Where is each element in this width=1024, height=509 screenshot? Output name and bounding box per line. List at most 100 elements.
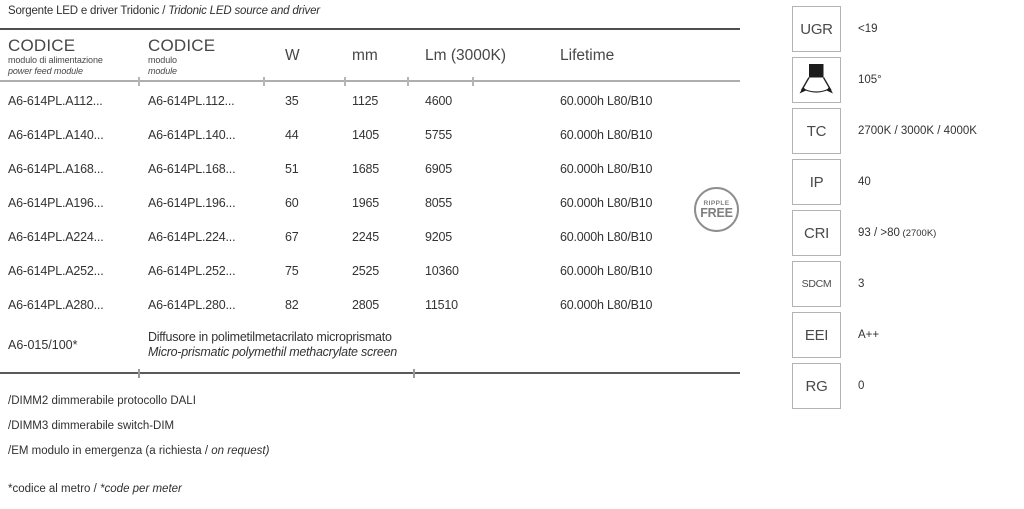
ripple-free-label: FREE xyxy=(700,206,733,220)
rg-label: RG xyxy=(805,377,828,395)
cell-code-driver: A6-614PL.A224... xyxy=(8,230,104,244)
eei-value: A++ xyxy=(858,329,880,341)
sdcm-value: 3 xyxy=(858,278,865,290)
cell-code-driver: A6-614PL.A280... xyxy=(8,298,104,312)
spec-badges-column: UGR <19 105° TC 2700K / 3000K / 4000K IP… xyxy=(792,6,977,409)
spec-row-ugr: UGR <19 xyxy=(792,6,977,52)
cell-code-driver: A6-614PL.A168... xyxy=(8,162,104,176)
tc-label: TC xyxy=(806,122,827,140)
column-tick xyxy=(413,368,415,378)
note-em-translation: on request) xyxy=(211,445,270,457)
cell-lumen: 4600 xyxy=(425,94,453,108)
table-row: A6-614PL.A140... A6-614PL.140... 44 1405… xyxy=(8,118,740,152)
cell-mm: 1965 xyxy=(352,196,380,210)
spec-row-ip: IP 40 xyxy=(792,159,977,205)
cell-lifetime: 60.000h L80/B10 xyxy=(560,94,653,108)
footnote: *codice al metro / *code per meter xyxy=(8,483,182,495)
cell-code-module: A6-614PL.196... xyxy=(148,196,236,210)
footnote-translation: *code per meter xyxy=(100,483,182,495)
page-title-main: Sorgente LED e driver Tridonic / xyxy=(8,5,169,17)
cri-value-main: 93 / >80 xyxy=(858,227,900,239)
column-tick xyxy=(263,76,265,86)
ripple-free-badge-icon: RIPPLE FREE xyxy=(694,187,739,232)
ip-badge: IP xyxy=(792,159,841,205)
cell-code-module: A6-614PL.224... xyxy=(148,230,236,244)
cell-lumen: 5755 xyxy=(425,128,453,142)
tc-value: 2700K / 3000K / 4000K xyxy=(858,125,977,137)
spec-row-sdcm: SDCM 3 xyxy=(792,261,977,307)
cell-code-driver: A6-614PL.A252... xyxy=(8,264,104,278)
cell-mm: 2525 xyxy=(352,264,380,278)
cell-watt: 67 xyxy=(285,230,299,244)
column-header-mm: mm xyxy=(352,47,378,64)
sdcm-badge: SDCM xyxy=(792,261,841,307)
ugr-value: <19 xyxy=(858,23,878,35)
rg-badge: RG xyxy=(792,363,841,409)
table-row: A6-614PL.A112... A6-614PL.112... 35 1125… xyxy=(8,84,740,118)
cell-lumen: 10360 xyxy=(425,264,459,278)
cell-watt: 35 xyxy=(285,94,299,108)
ugr-badge: UGR xyxy=(792,6,841,52)
cell-lumen: 8055 xyxy=(425,196,453,210)
column-tick xyxy=(138,76,140,86)
cell-lumen: 11510 xyxy=(425,298,458,312)
eei-badge: EEI xyxy=(792,312,841,358)
ip-label: IP xyxy=(809,173,824,191)
cell-mm: 1405 xyxy=(352,128,380,142)
page-title-translation: Tridonic LED source and driver xyxy=(168,5,320,17)
cell-diffuser-description: Diffusore in polimetilmetacrilato microp… xyxy=(148,330,740,360)
spec-row-tc: TC 2700K / 3000K / 4000K xyxy=(792,108,977,154)
table-row: A6-614PL.A280... A6-614PL.280... 82 2805… xyxy=(8,288,740,322)
cell-code-driver: A6-614PL.A140... xyxy=(8,128,104,142)
table-bottom-divider xyxy=(0,368,740,378)
column-header-code-driver: CODICE modulo di alimentazione power fee… xyxy=(8,36,103,76)
rg-value: 0 xyxy=(858,380,865,392)
spec-row-cri: CRI 93 / >80 (2700K) xyxy=(792,210,977,256)
cell-lifetime: 60.000h L80/B10 xyxy=(560,264,653,278)
cell-code-module: A6-614PL.252... xyxy=(148,264,236,278)
table-row: A6-614PL.A224... A6-614PL.224... 67 2245… xyxy=(8,220,740,254)
cri-value-detail: (2700K) xyxy=(899,228,937,239)
table-row: A6-614PL.A196... A6-614PL.196... 60 1965… xyxy=(8,186,740,220)
column-tick xyxy=(138,368,140,378)
page-title: Sorgente LED e driver Tridonic / Tridoni… xyxy=(8,5,320,17)
dimming-notes: /DIMM2 dimmerabile protocollo DALI /DIMM… xyxy=(8,389,269,464)
note-em-main: /EM modulo in emergenza (a richiesta / xyxy=(8,445,212,457)
cell-code-module: A6-614PL.112... xyxy=(148,94,235,108)
header-divider xyxy=(0,76,740,86)
footnote-main: *codice al metro / xyxy=(8,483,101,495)
beam-angle-value: 105° xyxy=(858,74,882,86)
cell-lumen: 9205 xyxy=(425,230,453,244)
title-divider xyxy=(0,28,740,30)
cri-badge: CRI xyxy=(792,210,841,256)
spec-row-eei: EEI A++ xyxy=(792,312,977,358)
note-dimm3: /DIMM3 dimmerabile switch-DIM xyxy=(8,420,175,432)
diffuser-description-en: Micro-prismatic polymethil methacrylate … xyxy=(148,345,397,359)
sdcm-label: SDCM xyxy=(801,278,832,290)
eei-label: EEI xyxy=(804,326,829,344)
table-row: A6-614PL.A168... A6-614PL.168... 51 1685… xyxy=(8,152,740,186)
cell-watt: 75 xyxy=(285,264,299,278)
cell-watt: 60 xyxy=(285,196,299,210)
table-header: CODICE modulo di alimentazione power fee… xyxy=(8,32,740,80)
cell-mm: 2805 xyxy=(352,298,380,312)
note-dimm2: /DIMM2 dimmerabile protocollo DALI xyxy=(8,395,196,407)
column-header-lumen: Lm (3000K) xyxy=(425,47,506,64)
cell-mm: 2245 xyxy=(352,230,380,244)
cell-watt: 44 xyxy=(285,128,299,142)
cell-lifetime: 60.000h L80/B10 xyxy=(560,196,653,210)
beam-angle-icon xyxy=(792,57,841,103)
ip-value: 40 xyxy=(858,176,871,188)
column-header-watt: W xyxy=(285,47,300,64)
cell-lumen: 6905 xyxy=(425,162,453,176)
cell-watt: 82 xyxy=(285,298,299,312)
column-tick xyxy=(407,76,409,86)
spec-row-rg: RG 0 xyxy=(792,363,977,409)
ripple-free-label: RIPPLE xyxy=(703,200,730,207)
table-body: A6-614PL.A112... A6-614PL.112... 35 1125… xyxy=(8,84,740,322)
table-row-diffuser: A6-015/100* Diffusore in polimetilmetacr… xyxy=(8,322,740,368)
cell-code-driver: A6-015/100* xyxy=(8,338,78,352)
cell-lifetime: 60.000h L80/B10 xyxy=(560,128,653,142)
note-em: /EM modulo in emergenza (a richiesta / o… xyxy=(8,439,269,464)
cell-watt: 51 xyxy=(285,162,299,176)
